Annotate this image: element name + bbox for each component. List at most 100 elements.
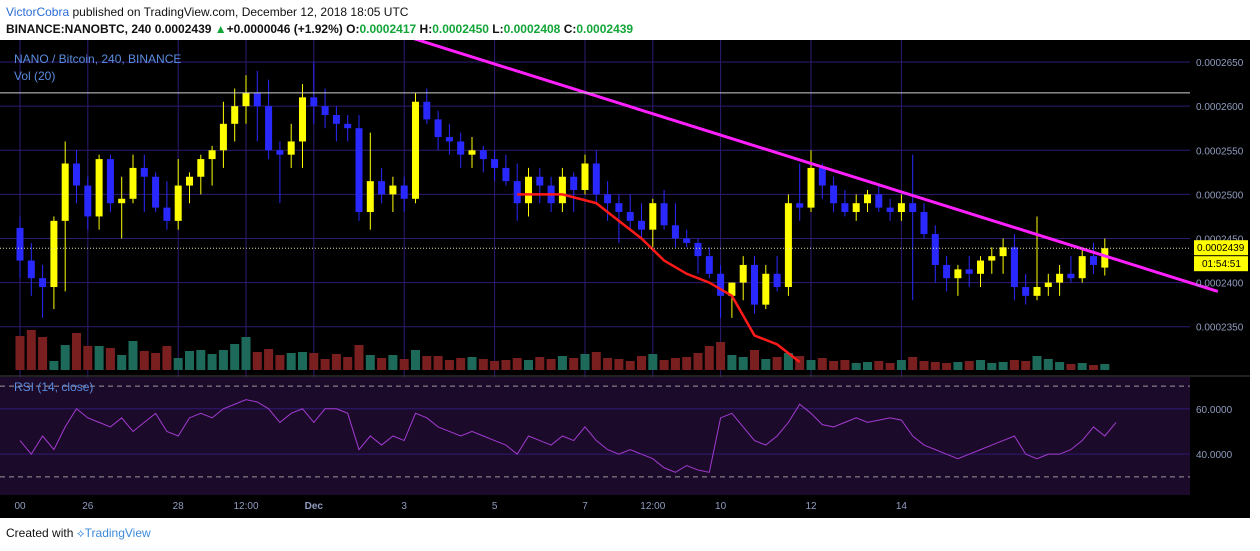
candle-body (242, 92, 250, 107)
candle-body (683, 238, 691, 243)
trendline[interactable] (404, 40, 1219, 293)
volume-bar (173, 358, 183, 370)
volume-bar (795, 356, 805, 370)
author-link[interactable]: VictorCobra (6, 5, 70, 19)
candle-body (818, 167, 826, 186)
volume-bar (716, 342, 726, 370)
candle-body (841, 203, 849, 213)
candle-body (61, 163, 69, 221)
volume-bar (896, 360, 906, 370)
volume-bar (343, 357, 353, 370)
candle-body (558, 176, 566, 204)
candle-body (310, 97, 318, 107)
rsi-pane (0, 377, 1190, 495)
candle-body (717, 273, 725, 296)
time-tick-label: 10 (715, 501, 727, 512)
candle-body (468, 150, 476, 155)
candle-body (344, 123, 352, 129)
candle-body (140, 167, 148, 177)
candle-body (988, 256, 996, 261)
time-tick-label: 26 (82, 501, 94, 512)
candle-body (671, 225, 679, 239)
volume-bar (637, 356, 646, 370)
low-value: 0.0002408 (503, 22, 561, 36)
volume-bar (433, 356, 443, 370)
volume-bar (298, 352, 307, 370)
volume-bar (885, 363, 895, 370)
volume-bar (704, 346, 714, 370)
volume-bar (72, 333, 81, 370)
price-chart[interactable]: 0.0002650 0.0002600 0.0002550 0.0002500 0.00… (0, 40, 1260, 518)
publish-line: VictorCobra published on TradingView.com… (6, 5, 408, 19)
volume-bars (15, 330, 1110, 370)
volume-bar (829, 361, 839, 370)
volume-bar (388, 355, 398, 370)
right-margin (1250, 40, 1260, 518)
volume-bar (309, 353, 319, 370)
rsi-axis-labels: 60.0000 40.0000 (1196, 405, 1233, 461)
volume-bar (286, 353, 296, 370)
candle-body (434, 119, 442, 138)
candle-body (739, 264, 747, 283)
candle-body (852, 203, 860, 213)
symbol-line: BINANCE:NANOBTC, 240 0.0002439 ▲+0.00000… (6, 22, 633, 36)
candle-body (920, 212, 928, 235)
candle-body (16, 227, 24, 261)
volume-bar (264, 349, 274, 370)
current-price-tag (1194, 240, 1248, 256)
candle-body (84, 185, 92, 217)
candle-body (73, 163, 80, 186)
candle-body (332, 114, 340, 124)
candle-body (513, 181, 521, 204)
volume-bar (863, 362, 872, 370)
volume-bar (218, 350, 228, 370)
volume-bar (501, 360, 511, 370)
volume-bar (806, 360, 816, 370)
time-tick-label: 00 (14, 501, 26, 512)
candle-body (773, 273, 781, 288)
candle-body (1078, 256, 1086, 279)
candle-body (649, 203, 657, 230)
time-tick-label: 12:00 (233, 501, 258, 512)
time-tick-label: 12:00 (640, 501, 665, 512)
high-label: H: (419, 22, 433, 36)
volume-bar (546, 359, 556, 370)
countdown-text: 01:54:51 (1202, 259, 1241, 270)
candle-body (219, 123, 227, 151)
candle-body (796, 203, 804, 208)
candle-body (1044, 282, 1052, 288)
volume-bar (783, 353, 793, 370)
close-value: 0.0002439 (576, 22, 634, 36)
price-tick-label: 0.0002450 (1196, 234, 1244, 245)
time-tick-label: 14 (896, 501, 908, 512)
rsi-axis (1190, 377, 1250, 495)
volume-bar (524, 360, 533, 370)
volume-bar (117, 355, 127, 370)
candle-body (95, 159, 103, 217)
moving-average-line (517, 193, 801, 363)
volume-bar (83, 346, 93, 370)
volume-bar (456, 358, 466, 370)
volume-bar (569, 358, 579, 370)
price-tick-label: 0.0002600 (1196, 102, 1244, 113)
volume-bar (377, 358, 387, 370)
candle-body (954, 269, 962, 279)
countdown-tag (1194, 256, 1248, 272)
price-change: +0.0000046 (+1.92%) (226, 22, 343, 36)
candle-body (592, 163, 600, 195)
chart-title: NANO / Bitcoin, 240, BINANCE (14, 52, 181, 66)
candle-body (784, 203, 792, 288)
volume-bar (557, 356, 567, 370)
candle-body (660, 203, 668, 226)
created-with-text: Created with (6, 526, 74, 540)
volume-bar (580, 354, 590, 370)
publish-info: published on TradingView.com, December 1… (69, 5, 409, 19)
volume-bar (1100, 364, 1110, 370)
candle-body (830, 185, 838, 204)
volume-bar (1043, 359, 1053, 370)
price-axis-labels: 0.0002650 0.0002600 0.0002550 0.0002500 0.00… (1196, 58, 1244, 334)
volume-bar (467, 357, 477, 370)
tradingview-brand[interactable]: TradingView (84, 526, 151, 540)
candle-body (231, 106, 239, 124)
candle-body (129, 167, 137, 199)
